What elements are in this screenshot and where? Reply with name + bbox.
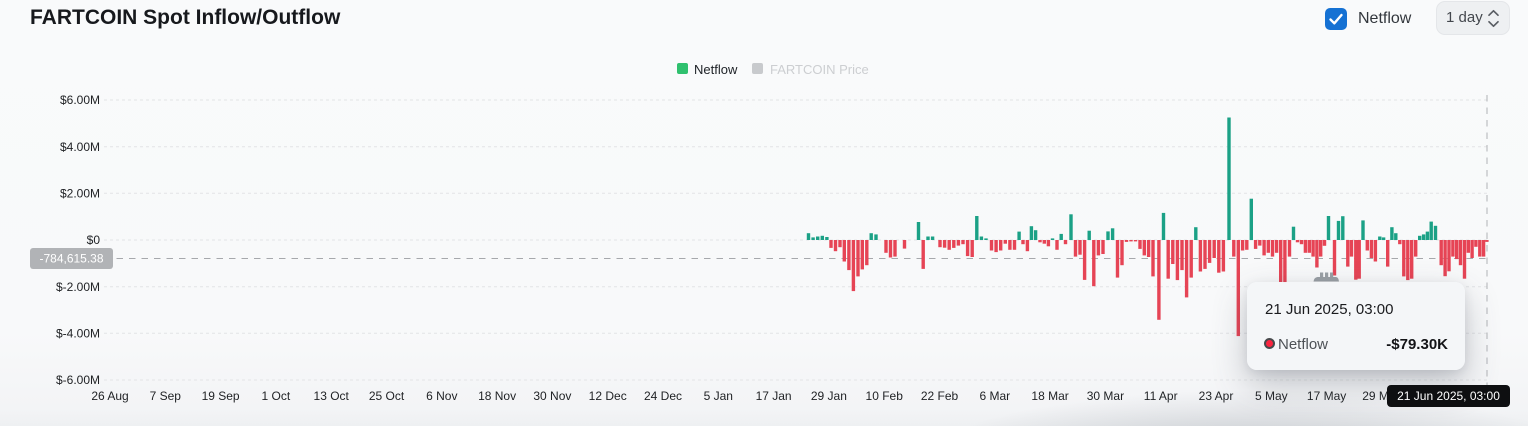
svg-text:$-6.00M: $-6.00M — [56, 373, 100, 387]
svg-text:19 Sep: 19 Sep — [202, 389, 240, 403]
svg-text:13 Oct: 13 Oct — [314, 389, 350, 403]
svg-text:12 Dec: 12 Dec — [589, 389, 627, 403]
svg-text:30 Nov: 30 Nov — [533, 389, 571, 403]
svg-text:17 Jan: 17 Jan — [756, 389, 792, 403]
svg-text:$0: $0 — [87, 233, 101, 247]
svg-text:18 Nov: 18 Nov — [478, 389, 516, 403]
svg-text:-784,615.38: -784,615.38 — [39, 252, 103, 266]
svg-text:$4.00M: $4.00M — [60, 140, 100, 154]
svg-text:6 Mar: 6 Mar — [979, 389, 1010, 403]
svg-text:$6.00M: $6.00M — [60, 93, 100, 107]
svg-text:30 Mar: 30 Mar — [1087, 389, 1124, 403]
svg-text:$-4.00M: $-4.00M — [56, 327, 100, 341]
svg-text:22 Feb: 22 Feb — [921, 389, 959, 403]
svg-text:25 Oct: 25 Oct — [369, 389, 405, 403]
svg-text:18 Mar: 18 Mar — [1031, 389, 1068, 403]
svg-text:23 Apr: 23 Apr — [1199, 389, 1234, 403]
svg-text:17 May: 17 May — [1307, 389, 1346, 403]
svg-text:6 Nov: 6 Nov — [426, 389, 457, 403]
svg-text:5 Jan: 5 Jan — [704, 389, 733, 403]
svg-text:7 Sep: 7 Sep — [150, 389, 182, 403]
svg-text:1 Oct: 1 Oct — [262, 389, 291, 403]
svg-text:5 May: 5 May — [1255, 389, 1288, 403]
svg-text:24 Dec: 24 Dec — [644, 389, 682, 403]
svg-text:$2.00M: $2.00M — [60, 187, 100, 201]
svg-text:29 Jan: 29 Jan — [811, 389, 847, 403]
svg-text:$-2.00M: $-2.00M — [56, 280, 100, 294]
svg-text:26 Aug: 26 Aug — [91, 389, 128, 403]
svg-text:11 Apr: 11 Apr — [1144, 389, 1178, 403]
svg-text:10 Feb: 10 Feb — [866, 389, 904, 403]
